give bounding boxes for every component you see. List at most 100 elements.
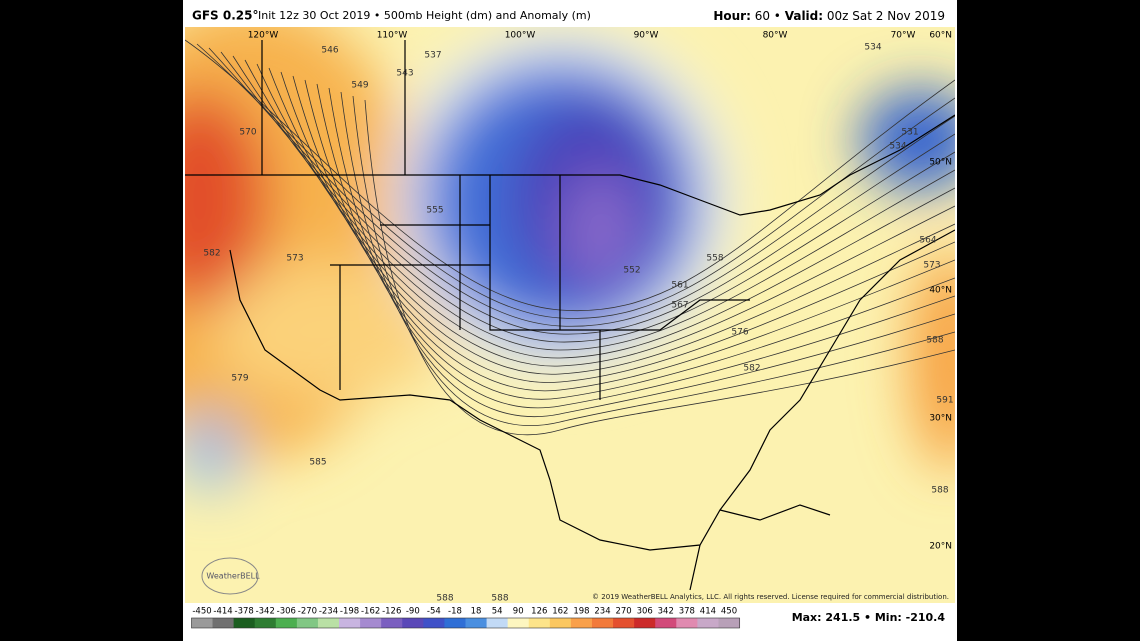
colorbar-swatch [381, 618, 403, 628]
contour-label: 588 [931, 486, 948, 496]
valid-value: 00z Sat 2 Nov 2019 [827, 9, 945, 23]
colorbar-swatch [613, 618, 635, 628]
colorbar-label: -198 [340, 607, 359, 617]
copyright: © 2019 WeatherBELL Analytics, LLC. All r… [592, 593, 949, 601]
contour-line [256, 63, 955, 359]
longitude-label: 110°W [377, 31, 408, 41]
contour-label: 576 [731, 328, 748, 338]
colorbar-swatch [486, 618, 509, 628]
contour-label: 543 [396, 69, 413, 79]
contour-line [316, 83, 955, 400]
valid-time: Hour: 60 • Valid: 00z Sat 2 Nov 2019 [713, 9, 945, 23]
anomaly-field [185, 27, 955, 490]
contour-label: 531 [901, 128, 918, 138]
colorbar-swatch [254, 618, 277, 628]
boundaries [185, 40, 955, 591]
colorbar-swatch [465, 618, 488, 628]
contour-label: 591 [936, 396, 953, 406]
contour-label: 555 [426, 206, 443, 216]
contour-line [340, 91, 955, 417]
latitude-label: 30°N [929, 414, 952, 424]
contour-label: 582 [203, 249, 220, 259]
latitude-label: 20°N [929, 542, 952, 552]
valid-label: Valid: [785, 9, 823, 23]
colorbar-swatch [423, 618, 445, 628]
longitude-label: 100°W [505, 31, 536, 41]
colorbar-label: -306 [277, 607, 296, 617]
contour-labels: 546 549 570 537 543 555 573 582 579 585 588 588 552 5… [203, 43, 953, 604]
contour-line [268, 67, 955, 367]
contour-label: 585 [309, 458, 326, 468]
longitude-label: 120°W [248, 31, 279, 41]
contour-line [328, 87, 955, 409]
contour-line [364, 99, 955, 436]
colorbar-swatch [676, 618, 698, 628]
colorbar-swatch [718, 618, 741, 628]
contour-label: 582 [743, 364, 760, 374]
contour-label: 588 [491, 594, 508, 604]
hour-label: Hour: [713, 9, 751, 23]
colorbar-label: -126 [382, 607, 401, 617]
colorbar-label: 270 [615, 607, 631, 617]
colorbar-frame [191, 617, 740, 629]
contour-label: 567 [671, 301, 688, 311]
colorbar-swatch [634, 618, 656, 628]
contour-label: 561 [671, 281, 688, 291]
colorbar-label: 306 [637, 607, 653, 617]
colorbar-label: -342 [256, 607, 275, 617]
contour-label: 570 [239, 128, 256, 138]
contour-label: 549 [351, 81, 368, 91]
colorbar-label: 126 [531, 607, 547, 617]
colorbar-swatch [233, 618, 256, 628]
logo-globe [201, 557, 259, 595]
logo: WeatherBELL [206, 572, 260, 581]
colorbar-label: 378 [679, 607, 695, 617]
model: GFS 0.25° [192, 9, 258, 23]
contour-label: 534 [864, 43, 881, 53]
contour-label: 564 [919, 236, 936, 246]
contour-label: 537 [424, 51, 441, 61]
colorbar-label: 234 [594, 607, 610, 617]
colorbar-swatch [549, 618, 572, 628]
colorbar-swatch [570, 618, 593, 628]
colorbar-swatch [191, 618, 214, 628]
colorbar-label: 18 [471, 607, 482, 617]
latitude-label: 40°N [929, 286, 952, 296]
colorbar-label: 342 [658, 607, 674, 617]
colorbar-swatch [444, 618, 466, 628]
hour-value: 60 • [755, 9, 781, 23]
contour-label: 588 [926, 336, 943, 346]
colorbar-swatch [212, 618, 235, 628]
colorbar-label: -414 [213, 607, 232, 617]
colorbar-swatch [591, 618, 614, 628]
colorbar-label: -162 [361, 607, 380, 617]
colorbar-label: -378 [235, 607, 254, 617]
colorbar-label: 450 [721, 607, 737, 617]
contour-line [304, 79, 955, 392]
longitude-label: 70°W [891, 31, 916, 41]
colorbar-label: 198 [573, 607, 589, 617]
colorbar-label: -450 [192, 607, 211, 617]
colorbar-swatch [296, 618, 319, 628]
contour-label: 579 [231, 374, 248, 384]
colorbar: -450 -414 -378 -342 -306 -270 -234 -198 -162 -126… [191, 607, 741, 629]
contour-label: 546 [321, 46, 338, 56]
colorbar-label: 414 [700, 607, 716, 617]
contour-label: 534 [889, 142, 906, 152]
graticule-labels: 120°W 110°W 100°W 90°W 80°W 70°W 60°N 50°N 40°N 3… [248, 31, 952, 552]
colorbar-label: 54 [492, 607, 503, 617]
colorbar-swatch [402, 618, 424, 628]
colorbar-swatch [275, 618, 298, 628]
colorbar-label: -270 [298, 607, 317, 617]
colorbar-swatch [317, 618, 340, 628]
colorbar-swatch [507, 618, 530, 628]
colorbar-label: 162 [552, 607, 568, 617]
contour-label: 552 [623, 266, 640, 276]
init-text: Init 12z 30 Oct 2019 • 500mb Height (dm)… [258, 9, 591, 22]
map: 546 549 570 537 543 555 573 582 579 585 588 588 552 5… [185, 27, 955, 604]
contour-label: 573 [923, 261, 940, 271]
contour-label: 573 [286, 254, 303, 264]
longitude-label: 90°W [634, 31, 659, 41]
colorbar-label: -54 [427, 607, 441, 617]
